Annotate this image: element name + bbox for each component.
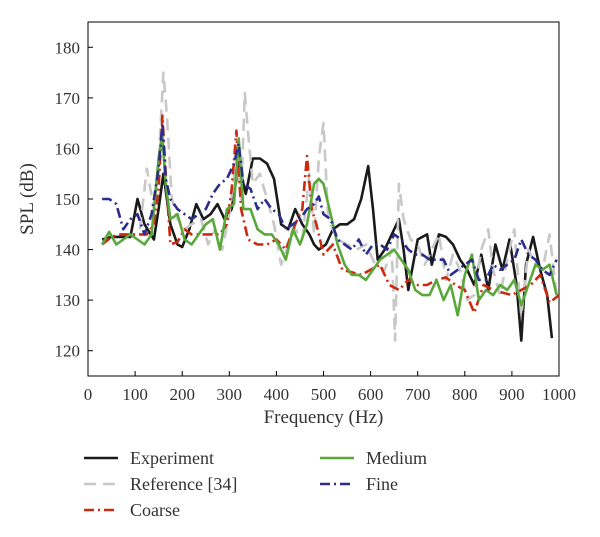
x-tick-label: 800: [452, 385, 478, 404]
series-line-3: [100, 134, 558, 317]
legend-label-3: Medium: [366, 448, 427, 468]
y-tick-label: 140: [55, 241, 81, 260]
y-axis-label: SPL (dB): [17, 163, 38, 235]
legend-label-2: Coarse: [130, 500, 180, 520]
y-tick-label: 150: [55, 190, 81, 209]
y-tick-label: 160: [55, 139, 81, 158]
x-tick-label: 700: [405, 385, 431, 404]
y-tick-label: 170: [55, 89, 81, 108]
y-tick-label: 120: [55, 342, 81, 361]
series-line-2: [101, 114, 560, 315]
x-tick-label: 0: [84, 385, 93, 404]
legend-label-4: Fine: [366, 474, 398, 494]
x-tick-label: 500: [311, 385, 337, 404]
y-tick-label: 130: [55, 291, 81, 310]
plot-frame: [87, 21, 560, 377]
legend-label-0: Experiment: [130, 448, 214, 468]
x-tick-label: 400: [264, 385, 290, 404]
x-tick-label: 300: [217, 385, 243, 404]
x-tick-label: 200: [169, 385, 195, 404]
series-line-4: [102, 121, 558, 282]
series-line-1: [138, 71, 558, 342]
x-tick-label: 900: [499, 385, 525, 404]
x-axis-label: Frequency (Hz): [264, 407, 384, 428]
series-layer: [100, 71, 560, 342]
tick-layer: 0 100 200 300 400 500 600 700 800 900 1000 120 130 14…: [55, 38, 577, 404]
y-tick-label: 180: [55, 38, 81, 57]
x-tick-label: 100: [122, 385, 148, 404]
legend-label-1: Reference [34]: [130, 474, 237, 494]
x-tick-label: 1000: [542, 385, 576, 404]
legend: Experiment Reference [34] Coarse Medium Fine: [84, 448, 427, 520]
x-tick-label: 600: [358, 385, 384, 404]
